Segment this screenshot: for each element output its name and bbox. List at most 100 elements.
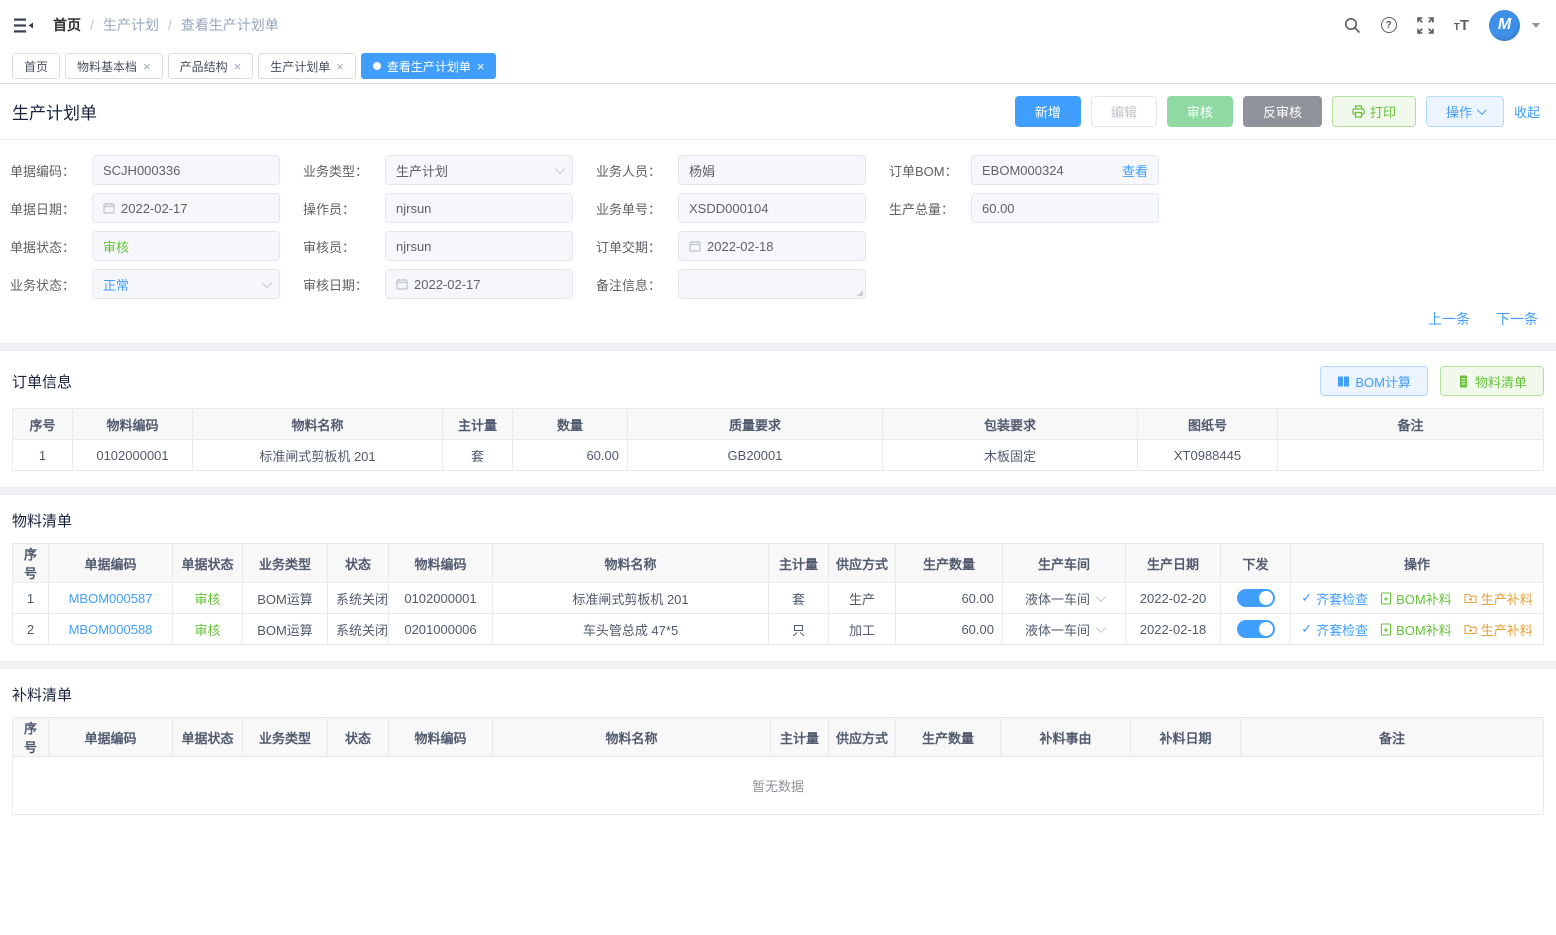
folder-plus-icon (1464, 592, 1477, 604)
section-title: 补料清单 (12, 687, 73, 704)
tab-production-plan-list[interactable]: 生产计划单 × (258, 53, 356, 79)
tab-view-production-plan[interactable]: 查看生产计划单 × (360, 53, 497, 79)
cell-biz-type: BOM运算 (242, 582, 328, 614)
record-pager: 上一条 下一条 (0, 305, 1556, 343)
edit-button[interactable]: 编辑 (1090, 96, 1157, 127)
remark-textarea[interactable] (678, 269, 866, 299)
production-supplement-link[interactable]: 生产补料 (1464, 620, 1533, 639)
completeness-check-link[interactable]: ✓ 齐套检查 (1301, 590, 1369, 607)
breadcrumb-current[interactable]: 查看生产计划单 (180, 17, 279, 33)
unaudit-button[interactable]: 反审核 (1242, 96, 1322, 127)
tab-material-master[interactable]: 物料基本档 × (65, 53, 163, 79)
issue-toggle[interactable] (1236, 620, 1275, 638)
close-icon[interactable]: × (336, 58, 344, 74)
workshop-select[interactable]: 液体一车间 (1011, 620, 1117, 639)
column-header: 供应方式 (828, 543, 896, 583)
plan-form: 单据编码： SCJH000336 业务类型： 生产计划 业务人员： 杨娟 订单B… (0, 140, 1556, 305)
total-input[interactable]: 60.00 (971, 193, 1159, 223)
tab-product-structure[interactable]: 产品结构 × (167, 53, 254, 79)
biz-no-input[interactable]: XSDD000104 (678, 193, 866, 223)
field-order-due: 订单交期： 2022-02-18 (596, 231, 866, 261)
help-icon[interactable]: ? (1380, 17, 1397, 33)
biz-person-input[interactable]: 杨娟 (678, 155, 866, 185)
auditor-input[interactable]: njrsun (385, 231, 573, 261)
cell-biz-type: BOM运算 (242, 613, 328, 645)
close-icon[interactable]: × (476, 58, 485, 74)
biz-type-select[interactable]: 生产计划 (385, 155, 573, 185)
mbom-link[interactable]: MBOM000588 (68, 621, 153, 637)
field-audit-date: 审核日期： 2022-02-17 (303, 269, 573, 299)
next-record-link[interactable]: 下一条 (1496, 311, 1538, 327)
production-supplement-link[interactable]: 生产补料 (1464, 589, 1533, 608)
list-icon (1457, 375, 1470, 388)
table-header-row: 序号 单据编码 单据状态 业务类型 状态 物料编码 物料名称 主计量 供应方式 … (12, 543, 1544, 583)
table-header-row: 序号 物料编码 物料名称 主计量 数量 质量要求 包装要求 图纸号 备注 (12, 408, 1544, 440)
supplement-list-section: 补料清单 序号 单据编码 单据状态 业务类型 状态 物料编码 物料名称 主计量 … (0, 669, 1556, 831)
breadcrumb: 首页 / 生产计划 / 查看生产计划单 (53, 15, 279, 35)
order-info-section: 订单信息 BOM计算 物料清单 序号 物料编码 物料名称 主计量 数量 (0, 351, 1556, 487)
operator-input[interactable]: njrsun (385, 193, 573, 223)
material-list-section: 物料清单 序号 单据编码 单据状态 业务类型 状态 物料编码 物料名称 主计量 … (0, 495, 1556, 661)
font-size-icon[interactable]: TT (1453, 16, 1469, 34)
table-header-row: 序号 单据编码 单据状态 业务类型 状态 物料编码 物料名称 主计量 供应方式 … (12, 717, 1544, 757)
column-header: 下发 (1220, 543, 1291, 583)
close-icon[interactable]: × (143, 58, 151, 74)
search-icon[interactable] (1344, 17, 1361, 34)
view-bom-link[interactable]: 查看 (1121, 163, 1148, 179)
section-title: 订单信息 (12, 373, 73, 391)
book-icon (1337, 375, 1350, 388)
collapse-link[interactable]: 收起 (1513, 105, 1540, 120)
biz-status-select[interactable]: 正常 (92, 269, 280, 299)
breadcrumb-production-plan[interactable]: 生产计划 (102, 17, 159, 33)
field-biz-person: 业务人员： 杨娟 (596, 155, 866, 185)
completeness-check-link[interactable]: ✓ 齐套检查 (1301, 621, 1369, 638)
cell-seq: 2 (12, 613, 49, 645)
bom-supplement-link[interactable]: BOM补料 (1380, 620, 1452, 639)
mbom-link[interactable]: MBOM000587 (68, 590, 153, 606)
field-biz-no: 业务单号： XSDD000104 (596, 193, 866, 223)
prev-record-link[interactable]: 上一条 (1428, 311, 1470, 327)
action-dropdown-button[interactable]: 操作 (1425, 96, 1504, 127)
doc-code-input[interactable]: SCJH000336 (92, 155, 280, 185)
empty-state-text: 暂无数据 (12, 756, 1544, 815)
field-remark: 备注信息： (596, 269, 866, 299)
fullscreen-icon[interactable] (1416, 16, 1434, 34)
bom-calc-button[interactable]: BOM计算 (1320, 366, 1428, 396)
order-info-table: 序号 物料编码 物料名称 主计量 数量 质量要求 包装要求 图纸号 备注 1 0… (12, 408, 1544, 471)
field-label: 审核员： (303, 239, 356, 255)
material-list-button[interactable]: 物料清单 (1439, 366, 1544, 396)
workshop-select[interactable]: 液体一车间 (1011, 589, 1117, 608)
add-button[interactable]: 新增 (1014, 96, 1081, 127)
field-label: 业务单号： (596, 201, 662, 217)
field-doc-date: 单据日期： 2022-02-17 (10, 193, 280, 223)
field-biz-status: 业务状态： 正常 (10, 269, 280, 299)
field-label: 单据日期： (10, 201, 76, 217)
order-due-input[interactable]: 2022-02-18 (678, 231, 866, 261)
column-header: 单据状态 (172, 717, 243, 757)
doc-status-input[interactable]: 审核 (92, 231, 280, 261)
check-icon: ✓ (1301, 621, 1313, 636)
user-menu-caret-icon[interactable] (1532, 22, 1540, 28)
audit-button[interactable]: 审核 (1166, 96, 1233, 127)
breadcrumb-home[interactable]: 首页 (53, 17, 81, 33)
tab-label: 查看生产计划单 (386, 59, 471, 74)
column-header: 物料编码 (72, 408, 193, 440)
column-header: 单据编码 (48, 543, 173, 583)
tab-bar: 首页 物料基本档 × 产品结构 × 生产计划单 × 查看生产计划单 × (0, 50, 1556, 84)
doc-date-input[interactable]: 2022-02-17 (92, 193, 280, 223)
issue-toggle[interactable] (1236, 589, 1275, 607)
field-operator: 操作员： njrsun (303, 193, 573, 223)
resize-grip-icon[interactable] (857, 290, 863, 296)
close-icon[interactable]: × (233, 58, 242, 74)
tab-home[interactable]: 首页 (12, 53, 61, 79)
cell-seq: 1 (12, 439, 73, 471)
order-bom-input[interactable]: EBOM000324 查看 (971, 155, 1159, 185)
empty-row: 暂无数据 (12, 756, 1544, 815)
column-header: 序号 (12, 408, 73, 440)
print-button[interactable]: 打印 (1331, 96, 1416, 127)
calendar-icon (396, 278, 408, 290)
audit-date-input[interactable]: 2022-02-17 (385, 269, 573, 299)
bom-supplement-link[interactable]: BOM补料 (1380, 589, 1452, 608)
avatar[interactable]: M (1489, 9, 1520, 41)
collapse-menu-icon[interactable] (14, 18, 33, 33)
